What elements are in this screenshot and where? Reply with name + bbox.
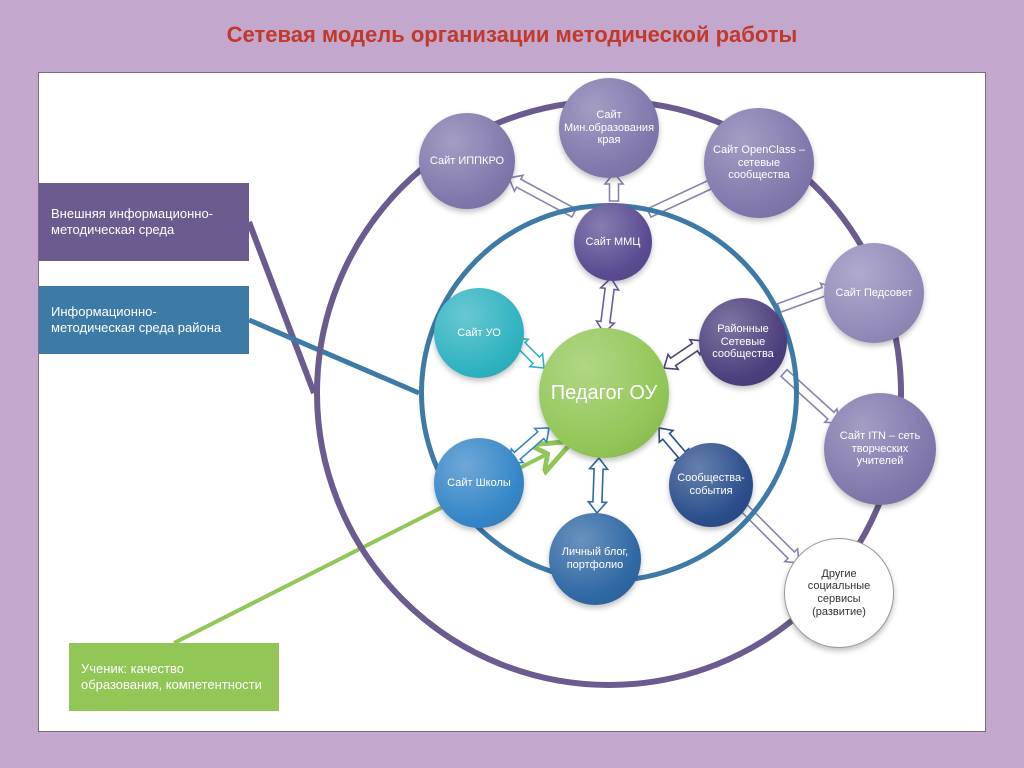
node-events: Сообщества-события bbox=[669, 443, 753, 527]
node-school: Сайт Школы bbox=[434, 438, 524, 528]
node-pedsovet: Сайт Педсовет bbox=[824, 243, 924, 343]
legend-pupil: Ученик: качество образования, компетентн… bbox=[69, 643, 279, 711]
node-uo: Сайт УО bbox=[434, 288, 524, 378]
node-other: Другие социальные сервисы (развитие) bbox=[784, 538, 894, 648]
legend-district-env: Информационно-методическая среда района bbox=[39, 286, 249, 354]
legend-ext-env: Внешняя информационно-методическая среда bbox=[39, 183, 249, 261]
node-openclass: Сайт OpenClass – сетевые сообщества bbox=[704, 108, 814, 218]
node-district-comm: Районные Сетевые сообщества bbox=[699, 298, 787, 386]
node-ippkro: Сайт ИППКРО bbox=[419, 113, 515, 209]
page-title: Сетевая модель организации методической … bbox=[0, 0, 1024, 60]
node-center: Педагог ОУ bbox=[539, 328, 669, 458]
node-minedu: Сайт Мин.образования края bbox=[559, 78, 659, 178]
node-blog: Личный блог, портфолио bbox=[549, 513, 641, 605]
node-mmc: Сайт ММЦ bbox=[574, 203, 652, 281]
diagram-canvas: Внешняя информационно-методическая среда… bbox=[38, 72, 986, 732]
node-itn: Сайт ITN – сеть творческих учителей bbox=[824, 393, 936, 505]
